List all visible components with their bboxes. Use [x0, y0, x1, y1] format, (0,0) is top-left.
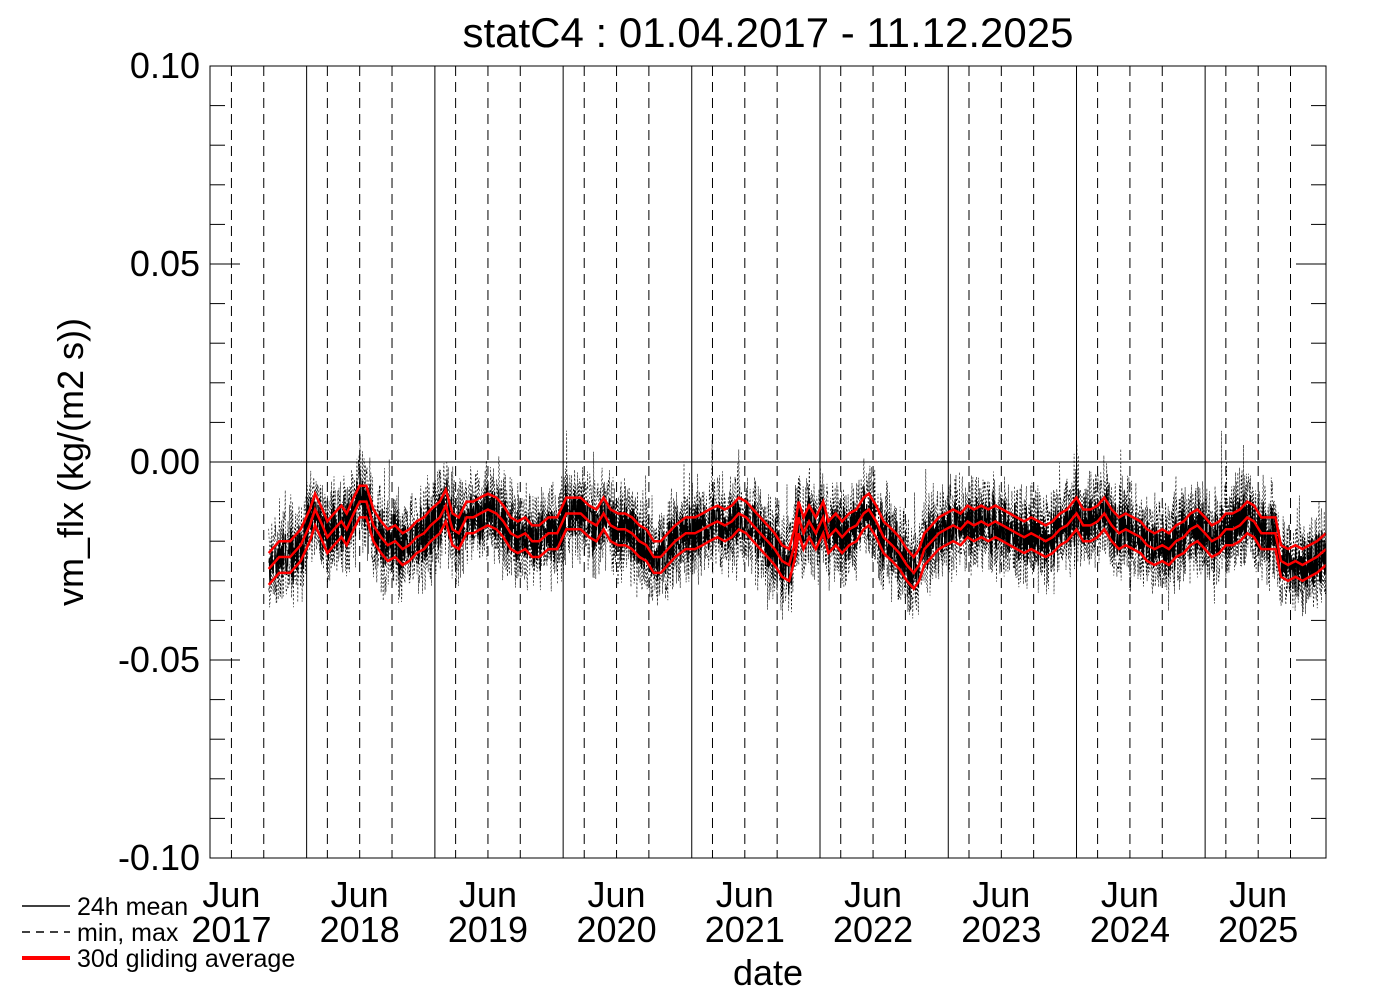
y-tick-label: 0.05	[130, 243, 200, 284]
x-tick-label-month: Jun	[331, 874, 389, 915]
chart-title: statC4 : 01.04.2017 - 11.12.2025	[462, 9, 1073, 56]
x-tick-label-year: 2025	[1218, 909, 1298, 950]
x-tick-label-month: Jun	[1229, 874, 1287, 915]
gridlines	[210, 66, 1326, 858]
x-tick-label-month: Jun	[202, 874, 260, 915]
y-axis-label: vm_flx (kg/(m2 s))	[50, 318, 91, 606]
legend: 24h mean min, max 30d gliding average	[22, 893, 295, 973]
y-tick-label: 0.10	[130, 45, 200, 86]
x-tick-label-year: 2021	[705, 909, 785, 950]
x-tick-label-month: Jun	[844, 874, 902, 915]
x-tick-label-year: 2023	[961, 909, 1041, 950]
series-30d-gliding-average	[267, 500, 1327, 575]
x-tick-label-year: 2019	[448, 909, 528, 950]
y-tick-label: -0.10	[118, 837, 200, 878]
x-tick-label-year: 2017	[191, 909, 271, 950]
x-tick-label-month: Jun	[588, 874, 646, 915]
y-tick-label: -0.05	[118, 639, 200, 680]
x-tick-label-year: 2020	[577, 909, 657, 950]
legend-label-min-max: min, max	[77, 919, 179, 947]
legend-label-24h-mean: 24h mean	[77, 893, 188, 921]
y-tick-label: 0.00	[130, 441, 200, 482]
series-max-line	[268, 430, 1327, 587]
x-tick-label-month: Jun	[1101, 874, 1159, 915]
x-tick-labels: Jun2017Jun2018Jun2019Jun2020Jun2021Jun20…	[191, 874, 1298, 950]
series-30d-upper	[267, 484, 1327, 560]
plot-frame	[209, 65, 1327, 859]
x-tick-label-year: 2018	[320, 909, 400, 950]
legend-label-30d-average: 30d gliding average	[77, 945, 295, 973]
x-axis-label: date	[733, 952, 803, 992]
x-tick-label-month: Jun	[972, 874, 1030, 915]
plot-series	[267, 430, 1327, 620]
x-tick-label-month: Jun	[716, 874, 774, 915]
x-tick-label-year: 2024	[1090, 909, 1170, 950]
x-tick-label-year: 2022	[833, 909, 913, 950]
series-30d-lower	[267, 516, 1327, 591]
x-tick-label-month: Jun	[459, 874, 517, 915]
y-tick-labels: 0.10 0.05 0.00 -0.05 -0.10	[118, 45, 200, 878]
